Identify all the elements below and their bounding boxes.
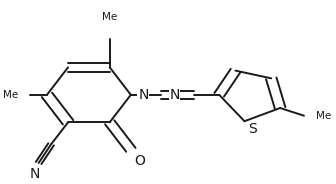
Text: N: N	[138, 88, 149, 102]
Text: Me: Me	[102, 12, 117, 22]
Text: N: N	[169, 88, 180, 102]
Text: O: O	[134, 154, 145, 168]
Text: N: N	[30, 167, 40, 181]
Text: Me: Me	[316, 111, 331, 121]
Text: Me: Me	[3, 90, 18, 100]
Text: S: S	[248, 122, 257, 136]
